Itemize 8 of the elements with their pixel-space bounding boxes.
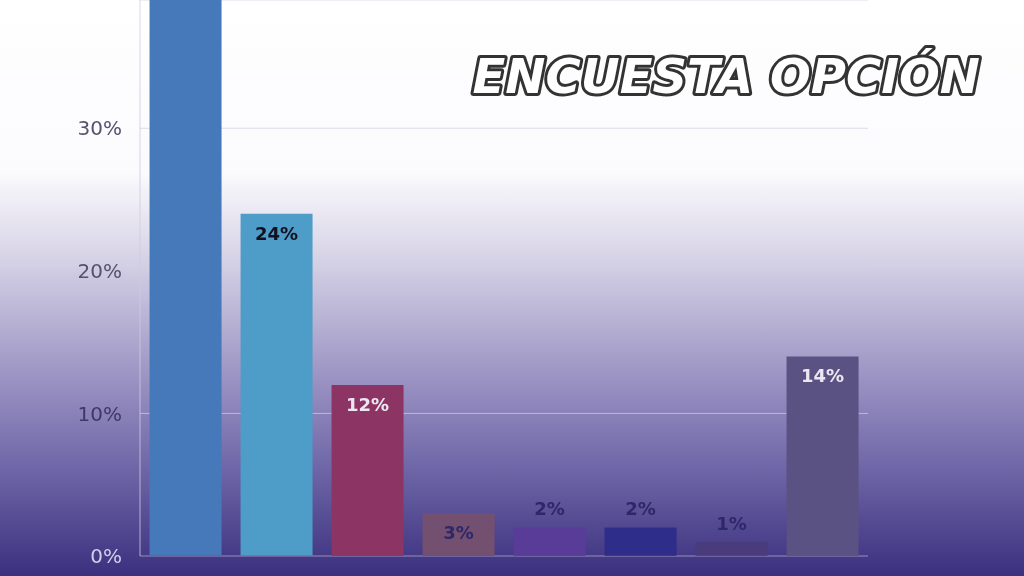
y-tick-label: 30% [77, 116, 122, 141]
y-tick-label: 0% [90, 544, 122, 569]
y-tick-label: 20% [77, 258, 122, 283]
data-label: 24% [255, 222, 299, 244]
data-label: 14% [801, 365, 845, 387]
data-label: 3% [443, 522, 474, 544]
y-tick-label: 10% [77, 401, 122, 426]
data-label: 12% [346, 393, 390, 415]
